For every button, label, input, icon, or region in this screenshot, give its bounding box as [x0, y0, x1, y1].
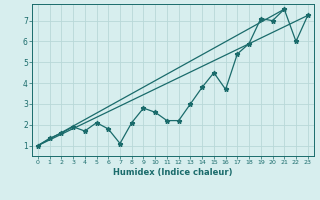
X-axis label: Humidex (Indice chaleur): Humidex (Indice chaleur) [113, 168, 233, 177]
